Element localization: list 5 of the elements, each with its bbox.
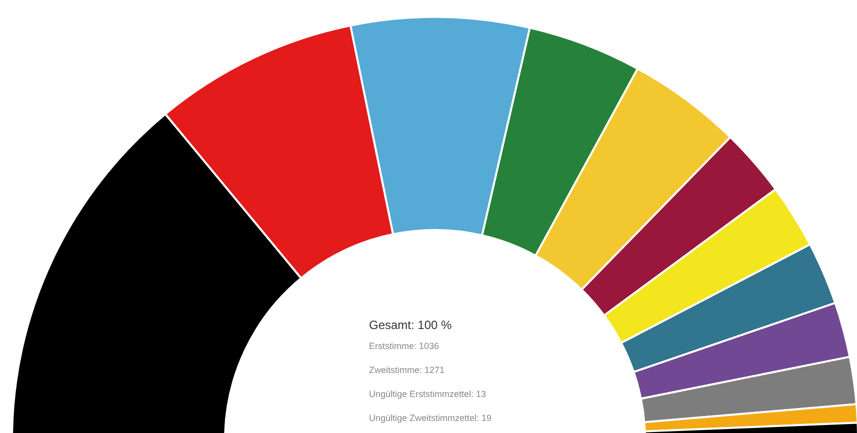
text: Erststimme: 1036 — [369, 340, 440, 353]
text: Zweitstimme: 1271 — [369, 364, 446, 377]
text: Ungültige Erststimmzettel: 13 — [369, 388, 488, 401]
text: Ungültige Zweitstimmzettel: 19 — [369, 412, 492, 425]
text: Gesamt: 100 % — [369, 318, 453, 332]
